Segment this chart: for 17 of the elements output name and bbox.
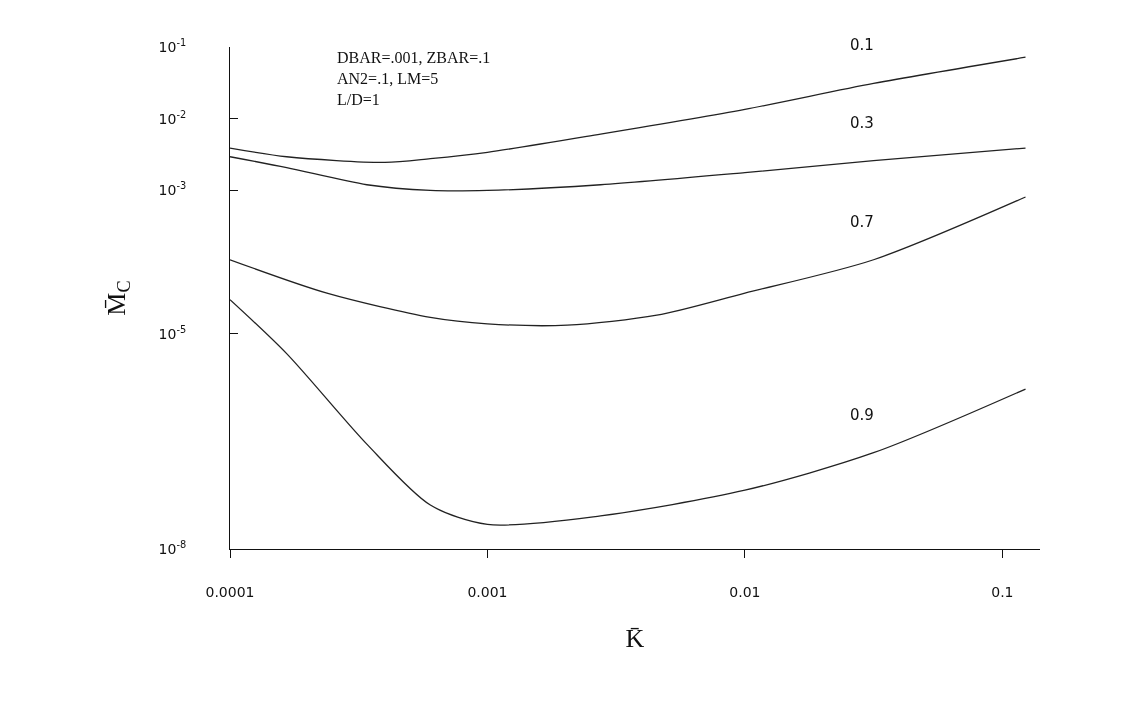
y-tick-label: 10$^{-1}$ [158, 37, 187, 55]
y-tick-label: 10$^{-8}$ [158, 539, 187, 557]
annotation: AN2=.1, LM=5 [337, 70, 439, 87]
y-tick-label: 10$^{-5}$ [158, 323, 187, 342]
annotation: DBAR=.001, ZBAR=.1 [337, 49, 491, 66]
x-tick-label: 0.01 [729, 583, 761, 600]
series-label: 0.1 [850, 36, 874, 54]
y-tick-label: 10$^{-3}$ [158, 180, 187, 199]
x-axis-title: K̄ [625, 624, 645, 654]
x-tick-label: 0.1 [991, 583, 1014, 600]
x-tick-label: 0.0001 [205, 583, 255, 600]
x-tick-label: 0.001 [467, 583, 508, 600]
y-tick-label: 10$^{-2}$ [158, 108, 187, 127]
series-label: 0.7 [850, 213, 874, 231]
series-label: 0.9 [850, 406, 874, 424]
series-label: 0.3 [850, 114, 874, 132]
annotation: L/D=1 [337, 91, 380, 108]
